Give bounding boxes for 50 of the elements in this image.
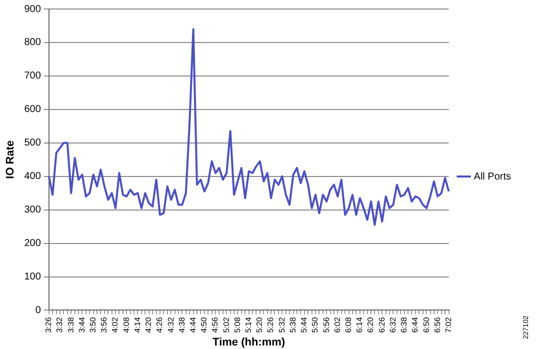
y-tick-label: 900 xyxy=(24,4,42,15)
x-tick-label: 6:08 xyxy=(344,316,353,333)
x-tick-label: 4:44 xyxy=(188,316,198,333)
x-tick-label: 3:38 xyxy=(66,316,76,333)
x-tick-label: 6:20 xyxy=(366,316,376,333)
y-tick-label: 500 xyxy=(24,138,42,149)
y-tick-label: 200 xyxy=(24,238,42,250)
x-tick-label: 6:02 xyxy=(332,316,342,333)
x-tick-label: 6:32 xyxy=(388,316,398,333)
x-tick-label: 6:26 xyxy=(377,316,386,333)
y-tick-label: 400 xyxy=(24,171,42,182)
x-tick-label: 5:44 xyxy=(300,316,309,333)
x-tick-label: 5:26 xyxy=(266,316,276,333)
x-tick-label: 3:26 xyxy=(44,316,54,333)
x-tick-label: 3:56 xyxy=(100,316,109,333)
x-tick-label: 5:32 xyxy=(277,316,286,333)
x-tick-label: 5:08 xyxy=(232,316,242,333)
y-tick-label: 700 xyxy=(24,70,42,82)
x-tick-label: 4:38 xyxy=(177,316,186,333)
y-tick-label: 0 xyxy=(35,304,42,316)
x-tick-label: 5:14 xyxy=(244,316,254,333)
y-tick-label: 100 xyxy=(24,272,42,283)
x-axis-title: Time (hh:mm) xyxy=(212,336,286,348)
x-tick-label: 4:32 xyxy=(166,316,176,333)
x-tick-label: 6:44 xyxy=(410,316,420,333)
x-tick-label: 4:26 xyxy=(155,316,164,333)
x-tick-label: 7:02 xyxy=(444,316,453,333)
x-tick-label: 4:50 xyxy=(200,316,209,333)
x-tick-label: 4:02 xyxy=(110,316,120,333)
x-tick-label: 5:20 xyxy=(255,316,264,333)
x-tick-label: 6:50 xyxy=(422,316,431,333)
x-tick-label: 3:32 xyxy=(55,316,64,333)
y-tick-label: 800 xyxy=(24,37,42,48)
x-tick-label: 3:44 xyxy=(77,316,86,333)
x-tick-label: 4:20 xyxy=(144,316,154,333)
x-tick-label: 6:56 xyxy=(432,316,442,333)
y-tick-label: 600 xyxy=(24,104,42,116)
legend-label: All Ports xyxy=(474,171,512,182)
x-tick-label: 5:38 xyxy=(288,316,298,333)
x-tick-label: 4:08 xyxy=(122,316,131,333)
y-tick-label: 300 xyxy=(24,204,42,216)
x-tick-label: 5:50 xyxy=(310,316,320,333)
x-tick-label: 6:38 xyxy=(400,316,409,333)
x-tick-label: 3:50 xyxy=(88,316,98,333)
x-tick-label: 4:14 xyxy=(132,316,142,333)
x-tick-label: 4:56 xyxy=(210,316,220,333)
y-axis-title: IO Rate xyxy=(4,140,17,179)
x-tick-label: 5:02 xyxy=(222,316,231,333)
x-tick-label: 5:56 xyxy=(322,316,331,333)
x-tick-label: 6:14 xyxy=(355,316,364,333)
